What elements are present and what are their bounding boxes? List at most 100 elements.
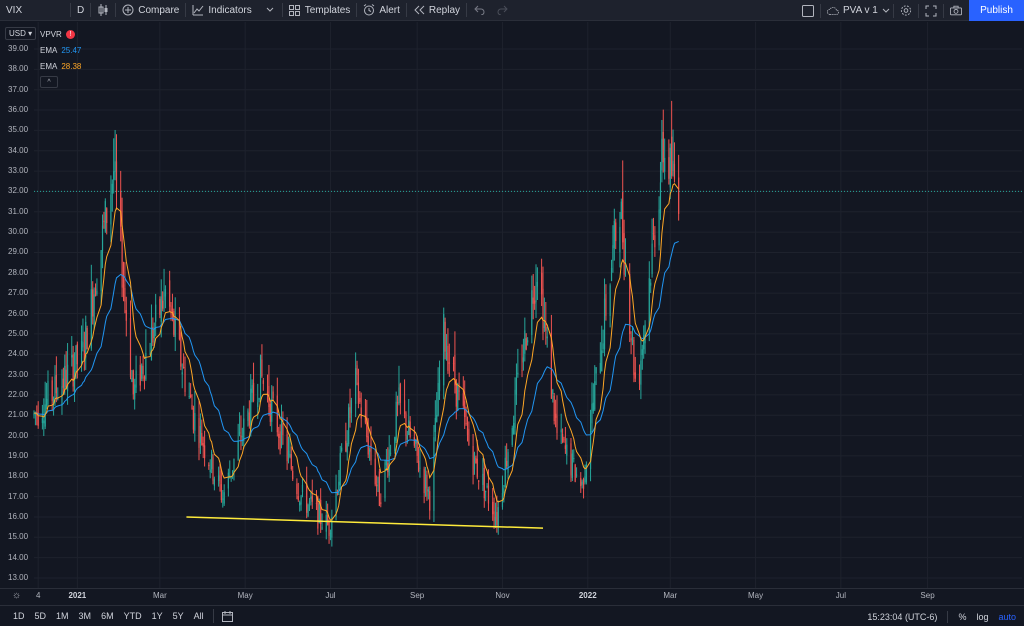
vpvr-label: VPVR bbox=[40, 29, 62, 39]
range-button-1y[interactable]: 1Y bbox=[151, 611, 163, 621]
candle-body bbox=[366, 417, 368, 438]
divider bbox=[893, 3, 894, 18]
candle-body bbox=[164, 289, 167, 297]
candle-body bbox=[129, 318, 132, 377]
candle-body bbox=[328, 522, 330, 537]
candle-body bbox=[458, 390, 460, 392]
candle-body bbox=[426, 474, 428, 497]
candle-body bbox=[349, 407, 351, 418]
auto-toggle[interactable]: auto bbox=[998, 611, 1016, 622]
range-button-5y[interactable]: 5Y bbox=[172, 611, 184, 621]
publish-button[interactable]: Publish bbox=[969, 0, 1024, 21]
price-chart[interactable] bbox=[0, 22, 1024, 588]
candle-body bbox=[220, 484, 222, 501]
legend-ema-fast[interactable]: EMA 28.38 bbox=[40, 58, 81, 74]
log-toggle[interactable]: log bbox=[976, 611, 989, 622]
percent-toggle[interactable]: % bbox=[958, 611, 967, 622]
candle-body bbox=[535, 286, 537, 303]
indicators-icon bbox=[192, 4, 204, 16]
time-axis[interactable]: ☼ 4 2021 Mar May Jul Sep Nov 2022 Mar May Jul Sep bbox=[0, 588, 1024, 604]
templates-button[interactable]: Templates bbox=[283, 0, 357, 21]
indicators-button[interactable]: Indicators bbox=[186, 0, 257, 21]
candle-body bbox=[671, 136, 673, 176]
price-tick-label: 30.00 bbox=[8, 227, 29, 237]
range-button-1d[interactable]: 1D bbox=[13, 611, 25, 621]
legend-vpvr[interactable]: VPVR ! bbox=[40, 26, 81, 42]
divider bbox=[70, 3, 71, 17]
settings-button[interactable] bbox=[894, 0, 918, 21]
candle-body bbox=[41, 418, 43, 424]
gear-icon[interactable]: ☼ bbox=[12, 590, 22, 601]
candle-body bbox=[493, 511, 495, 522]
candle-body bbox=[483, 467, 485, 499]
candle-body bbox=[651, 243, 653, 275]
candle-body bbox=[563, 439, 565, 441]
chart-pane[interactable]: 39.00 38.00 37.00 36.00 35.00 34.00 33.00 32.00… bbox=[0, 22, 1024, 588]
price-tick-label: 20.00 bbox=[8, 430, 29, 440]
templates-label: Templates bbox=[304, 4, 351, 16]
symbol-search[interactable]: VIX bbox=[0, 0, 70, 21]
candle-body bbox=[150, 327, 153, 361]
undo-button[interactable] bbox=[467, 0, 491, 21]
legend-ema-slow[interactable]: EMA 25.47 bbox=[40, 42, 81, 58]
candle-body bbox=[552, 389, 554, 394]
candle-body bbox=[122, 284, 125, 289]
candle-body bbox=[272, 391, 274, 399]
toolbar-right: PVA v 1 bbox=[796, 0, 968, 21]
candle-body bbox=[478, 480, 480, 483]
calendar-icon[interactable] bbox=[222, 610, 234, 622]
candle-body bbox=[223, 492, 225, 504]
candle-body bbox=[174, 317, 176, 337]
candle-body bbox=[473, 453, 476, 470]
warning-icon[interactable]: ! bbox=[65, 29, 75, 39]
range-button-5d[interactable]: 5D bbox=[34, 611, 47, 621]
candle-body bbox=[536, 281, 539, 287]
candle-body bbox=[213, 478, 215, 486]
price-axis[interactable]: 39.00 38.00 37.00 36.00 35.00 34.00 33.00 32.00… bbox=[0, 22, 32, 588]
date-range-buttons: 1D 5D 1M 3M 6M YTD 1Y 5Y All bbox=[0, 611, 209, 621]
range-button-6m[interactable]: 6M bbox=[101, 611, 114, 621]
candle-body bbox=[300, 496, 302, 505]
snapshot-button[interactable] bbox=[944, 0, 968, 21]
clock-label[interactable]: 15:23:04 (UTC-6) bbox=[867, 611, 938, 622]
fullscreen-button[interactable] bbox=[919, 0, 943, 21]
candle-body bbox=[546, 336, 548, 339]
candle-body bbox=[204, 445, 206, 459]
price-tick-label: 27.00 bbox=[8, 288, 29, 298]
layout-toggle-button[interactable] bbox=[796, 0, 820, 21]
layout-name-button[interactable]: PVA v 1 bbox=[821, 0, 893, 21]
range-button-1m[interactable]: 1M bbox=[56, 611, 69, 621]
candle-body bbox=[178, 318, 181, 340]
candle-body bbox=[640, 360, 642, 385]
candle-body bbox=[554, 413, 557, 418]
range-button-all[interactable]: All bbox=[193, 611, 204, 621]
candle-body bbox=[487, 485, 490, 504]
candle-body bbox=[550, 332, 552, 399]
candle-body bbox=[297, 496, 299, 500]
replay-button[interactable]: Replay bbox=[407, 0, 466, 21]
candle-body bbox=[443, 314, 445, 386]
compare-button[interactable]: Compare bbox=[116, 0, 185, 21]
candle-body bbox=[664, 157, 666, 172]
range-button-3m[interactable]: 3M bbox=[78, 611, 92, 621]
candle-body bbox=[584, 476, 586, 483]
legend-collapse-button[interactable]: ^ bbox=[40, 76, 58, 88]
indicators-dropdown[interactable] bbox=[258, 0, 282, 21]
chart-type-button[interactable] bbox=[91, 0, 115, 21]
candle-body bbox=[251, 385, 253, 393]
redo-button[interactable] bbox=[491, 0, 515, 21]
candle-body bbox=[145, 352, 147, 380]
candle-body bbox=[199, 426, 202, 443]
candle-body bbox=[399, 384, 401, 403]
candle-body bbox=[582, 478, 585, 489]
range-button-ytd[interactable]: YTD bbox=[123, 611, 142, 621]
candle-body bbox=[396, 402, 399, 404]
candle-body bbox=[52, 398, 55, 404]
alert-button[interactable]: Alert bbox=[357, 0, 406, 21]
candle-body bbox=[160, 296, 162, 322]
currency-dropdown[interactable]: USD ▾ bbox=[5, 27, 37, 40]
interval-button[interactable]: D bbox=[71, 0, 90, 21]
candle-body bbox=[173, 311, 175, 335]
candle-body bbox=[560, 429, 562, 433]
time-tick-label: 4 bbox=[35, 591, 41, 600]
